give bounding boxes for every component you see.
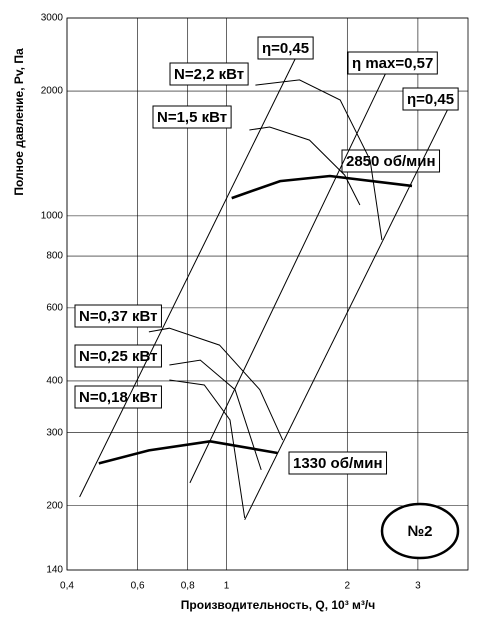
x-tick-label: 2 [345, 581, 351, 592]
y-tick-label: 400 [46, 376, 63, 387]
x-axis-title: Производительность, Q, 10³ м³/ч [181, 598, 375, 612]
label-box [152, 105, 232, 129]
y-tick-label: 300 [46, 427, 63, 438]
series-line [98, 439, 278, 465]
label-box [74, 304, 162, 328]
series-line [148, 327, 284, 441]
y-axis-title: Полное давление, Pv, Па [12, 48, 26, 196]
label-box [257, 36, 314, 60]
badge: №2 [407, 523, 432, 540]
x-tick-label: 0,6 [131, 581, 145, 592]
y-tick-label: 140 [46, 565, 63, 576]
series-line [255, 79, 383, 240]
y-tick-label: 2000 [41, 86, 64, 97]
series-label: η=0,45 [407, 91, 454, 108]
x-tick-label: 3 [415, 581, 421, 592]
series-label: η=0,45 [262, 40, 309, 57]
y-tick-label: 3000 [41, 13, 64, 24]
series-line [169, 379, 246, 518]
y-tick-label: 200 [46, 500, 63, 511]
series-line [169, 359, 262, 471]
label-box [74, 344, 162, 368]
plot-frame [66, 17, 469, 571]
series-label: N=1,5 кВт [157, 109, 227, 126]
series-line [244, 94, 456, 521]
series-line [79, 49, 300, 498]
series-label: N=0,18 кВт [79, 389, 157, 406]
label-box [402, 87, 459, 111]
x-tick-label: 1 [224, 581, 230, 592]
label-box [347, 51, 438, 75]
series-label: N=2,2 кВт [174, 66, 244, 83]
y-tick-label: 1000 [41, 211, 64, 222]
y-tick-label: 800 [46, 251, 63, 262]
label-box [74, 385, 162, 409]
badge-frame [380, 502, 460, 560]
label-box [341, 149, 441, 173]
label-box [288, 451, 388, 475]
x-tick-label: 0,4 [60, 581, 74, 592]
label-box [169, 62, 249, 86]
series-label: η max=0,57 [352, 55, 433, 72]
series-label: N=0,37 кВт [79, 308, 157, 325]
series-line [231, 174, 413, 200]
series-label: 1330 об/мин [293, 455, 383, 472]
series-line [189, 64, 391, 484]
series-label: N=0,25 кВт [79, 348, 157, 365]
x-tick-label: 0,8 [181, 581, 195, 592]
series-line [249, 126, 361, 206]
y-tick-label: 600 [46, 303, 63, 314]
